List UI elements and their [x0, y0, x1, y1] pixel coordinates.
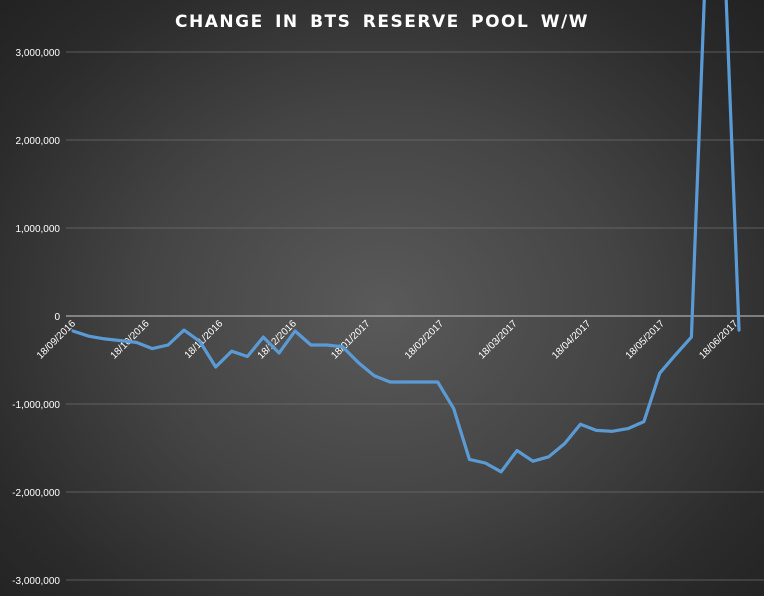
- x-tick-label: 18/05/2017: [624, 318, 667, 361]
- series-line: [71, 0, 741, 474]
- y-tick-label: 3,000,000: [16, 48, 61, 59]
- x-axis-tick-labels: 18/09/2016 18/10/2016 18/11/2016 18/12/2016…: [35, 318, 741, 361]
- y-tick-label: 0: [54, 312, 60, 323]
- x-tick-label: 18/03/2017: [477, 318, 520, 361]
- x-tick-label: 18/06/2017: [697, 318, 740, 361]
- y-axis-tick-labels: -3,000,000 -2,000,000 -1,000,000 0 1,000,000…: [12, 48, 60, 587]
- y-tick-label: 2,000,000: [16, 136, 61, 147]
- y-tick-label: -2,000,000: [12, 488, 60, 499]
- y-tick-label: 1,000,000: [16, 224, 61, 235]
- y-tick-label: -3,000,000: [12, 576, 60, 587]
- x-tick-label: 18/04/2017: [550, 318, 593, 361]
- x-tick-label: 18/09/2016: [35, 318, 78, 361]
- gridlines: [66, 51, 764, 581]
- chart-title: CHANGE IN BTS RESERVE POOL W/W: [175, 12, 589, 32]
- x-tick-label: 18/11/2016: [183, 318, 226, 361]
- x-tick-label: 18/02/2017: [403, 318, 446, 361]
- y-tick-label: -1,000,000: [12, 400, 60, 411]
